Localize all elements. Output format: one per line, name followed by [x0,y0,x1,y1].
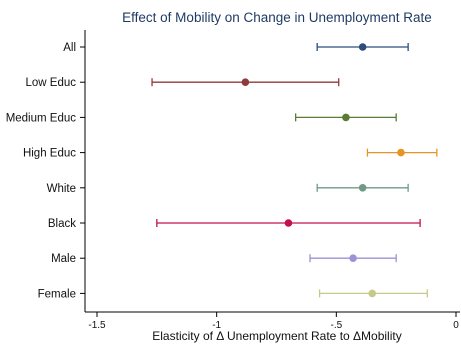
estimate-row-female [318,289,428,298]
x-axis-label: Elasticity of Δ Unemployment Rate to ΔMo… [152,329,401,343]
category-label-all: All [63,42,76,54]
estimate-row-white [316,183,409,192]
category-label-female: Female [38,288,76,300]
estimate-row-high-educ [366,148,438,157]
estimate-row-black [156,219,421,227]
estimate-row-medium-educ [294,113,397,122]
x-tick-label: 0 [453,320,459,331]
category-label-medium-educ: Medium Educ [6,112,77,124]
point-estimate-high-educ [397,148,405,157]
category-label-low-educ: Low Educ [25,77,76,89]
point-estimate-medium-educ [342,113,350,122]
point-estimate-white [358,184,367,192]
x-tick-label: -.5 [330,320,342,331]
category-labels: All Low Educ Medium Educ High Educ White Blac… [6,42,85,300]
point-estimate-male [349,254,357,262]
category-label-black: Black [48,218,76,230]
x-tick-label: -1 [212,320,221,331]
estimate-row-low-educ [151,78,340,87]
point-estimate-all [358,43,367,51]
point-estimate-female [368,289,377,298]
x-tick-label: -1.5 [88,320,106,331]
point-estimate-black [284,219,293,227]
x-ticks: -1.5 -1 -.5 0 [88,312,459,331]
category-label-high-educ: High Educ [23,148,76,160]
category-label-white: White [47,183,76,195]
chart-marks [151,43,438,298]
category-label-male: Male [51,253,76,265]
estimate-row-male [309,254,397,263]
estimate-row-all [316,43,409,51]
chart-title: Effect of Mobility on Change in Unemploy… [122,10,432,25]
point-estimate-low-educ [241,78,250,86]
